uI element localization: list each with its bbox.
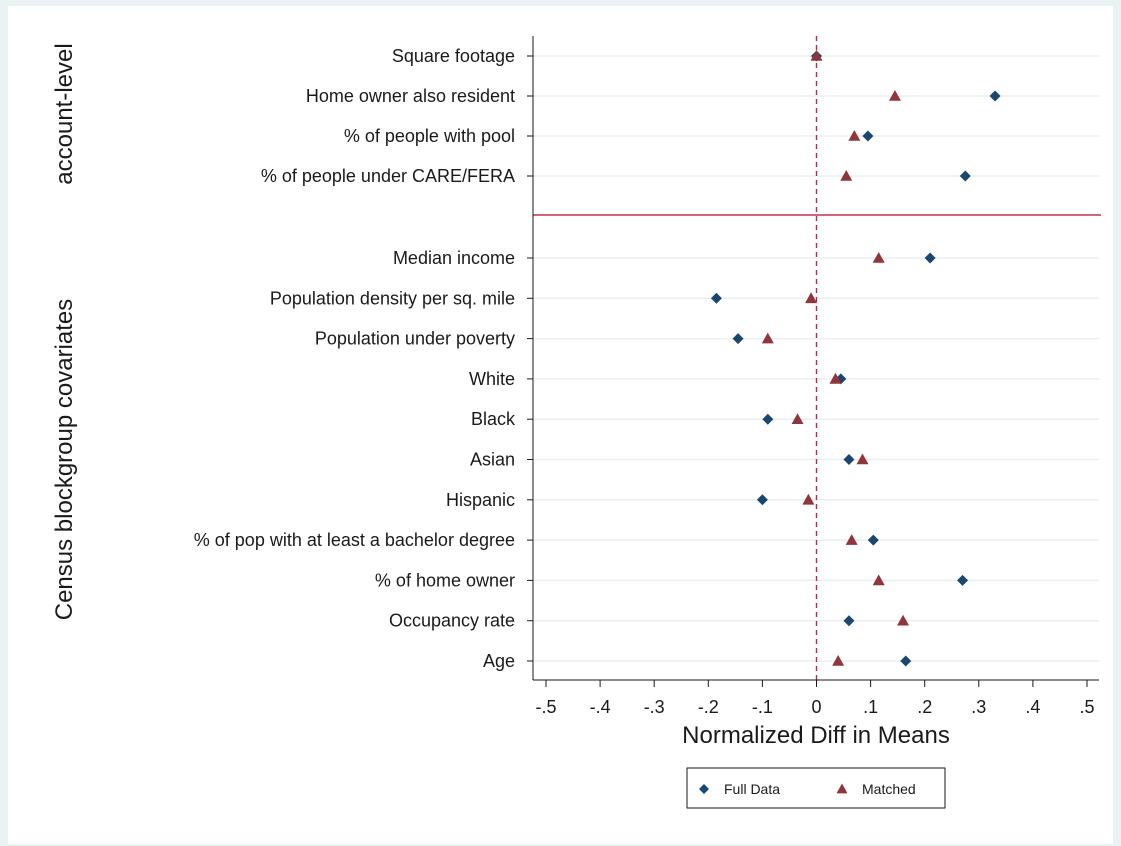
x-tick-label: .1 (863, 697, 878, 717)
full-data-point (843, 615, 855, 627)
group-labels: account-level Census blockgroup covariate… (51, 43, 78, 620)
axes (527, 36, 1099, 687)
matched-point (848, 130, 861, 141)
data-markers (710, 50, 1001, 667)
y-tick-label: Occupancy rate (389, 611, 515, 631)
matched-point (805, 292, 818, 304)
x-tick-label: -.5 (535, 697, 556, 717)
x-tick-label: .4 (1025, 697, 1040, 717)
full-data-point (756, 494, 768, 506)
matched-point (840, 170, 853, 181)
x-axis-title: Normalized Diff in Means (682, 722, 950, 749)
y-tick-label: Black (471, 409, 516, 429)
group-label: Census blockgroup covariates (51, 299, 78, 621)
full-data-point (867, 534, 879, 546)
x-tick-label: .2 (917, 697, 932, 717)
full-data-point (900, 655, 912, 667)
y-tick-label: Age (483, 651, 515, 671)
group-label: account-level (51, 43, 78, 184)
x-tick-label: 0 (811, 697, 821, 717)
x-tick-label: .3 (971, 697, 986, 717)
y-tick-label: Median income (393, 248, 515, 268)
legend-box (686, 767, 946, 809)
x-tick-label: -.4 (590, 697, 611, 717)
matched-point (791, 413, 804, 424)
full-data-point (959, 170, 971, 182)
x-tick-label: .5 (1079, 697, 1094, 717)
matched-point (897, 614, 910, 626)
full-data-point (762, 413, 774, 425)
y-tick-label: Home owner also resident (306, 86, 515, 106)
y-tick-label: % of pop with at least a bachelor degree (194, 530, 515, 550)
y-tick-label: White (469, 369, 515, 389)
legend-marker-full-data (699, 784, 709, 794)
legend-label: Matched (862, 781, 916, 797)
matched-point (832, 655, 845, 666)
matched-point (872, 574, 885, 586)
y-tick-label: Asian (470, 450, 515, 470)
y-tick-label: Population density per sq. mile (270, 288, 515, 308)
y-tick-label: % of people with pool (344, 126, 515, 146)
matched-point (856, 453, 869, 465)
legend-marker-matched (836, 783, 848, 794)
full-data-point (957, 574, 969, 586)
matched-point (810, 50, 823, 61)
full-data-point (710, 292, 722, 304)
y-tick-label: Population under poverty (315, 329, 515, 349)
matched-point (761, 332, 774, 344)
matched-point (888, 90, 901, 101)
y-axis-tick-labels: Square footage Home owner also resident % … (194, 46, 516, 671)
matched-point (829, 372, 842, 384)
legend-label: Full Data (724, 781, 780, 797)
legend: Full Data Matched (686, 767, 946, 809)
y-tick-label: % of people under CARE/FERA (261, 166, 515, 186)
x-tick-label: -.2 (698, 697, 719, 717)
chart-panel (8, 6, 1113, 844)
y-tick-label: Square footage (392, 46, 515, 66)
matched-point (872, 252, 885, 263)
y-tick-label: Hispanic (446, 490, 515, 510)
reference-line-layer (533, 36, 1101, 680)
full-data-point (989, 90, 1001, 102)
full-data-point (843, 454, 855, 465)
y-tick-label: % of home owner (375, 570, 515, 590)
matched-point (802, 493, 815, 505)
full-data-point (924, 252, 936, 264)
x-axis-tick-labels: -.5 -.4 -.3 -.2 -.1 0 .1 .2 .3 .4 .5 (535, 697, 1094, 717)
x-tick-label: -.3 (644, 697, 665, 717)
matched-point (845, 534, 858, 545)
full-data-point (862, 130, 874, 142)
full-data-point (732, 333, 744, 345)
x-tick-label: -.1 (752, 697, 773, 717)
